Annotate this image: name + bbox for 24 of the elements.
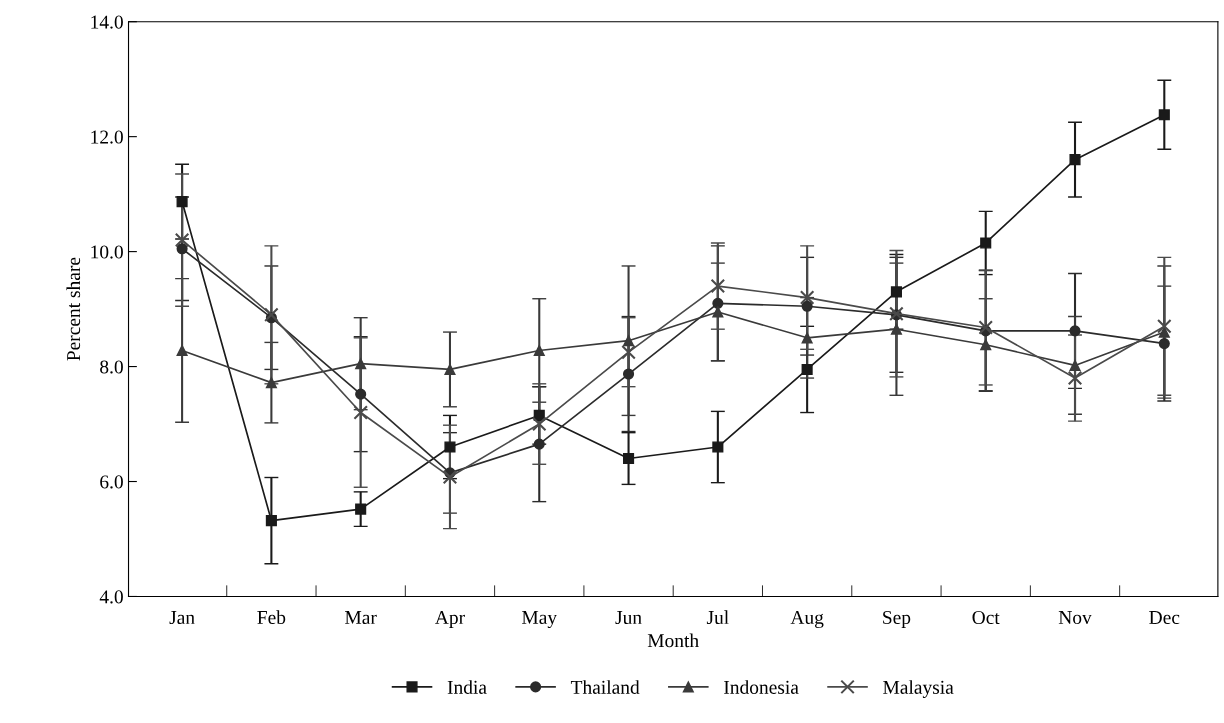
x-tick-label: Jul [706,610,729,625]
y-tick-label: 6.0 [100,475,123,489]
y-tick-label: 8.0 [100,360,123,374]
y-tick-label: 10.0 [91,245,123,259]
y-tick-label: 14.0 [91,15,123,29]
legend-label: Malaysia [883,680,954,698]
x-tick-label: Apr [435,611,465,628]
legend-label: Indonesia [724,680,799,694]
x-tick-label: Dec [1149,611,1180,625]
x-tick-label: May [522,611,558,628]
x-tick-label: Nov [1058,611,1092,625]
x-tick-label: Sep [883,610,911,628]
x-tick-label: Jan [169,611,195,625]
x-tick-label: Oct [972,610,1000,625]
y-tick-label: 12.0 [91,130,123,144]
x-tick-label: Feb [257,610,286,625]
y-tick-label: 4.0 [99,590,123,604]
x-tick-label: Mar [345,611,377,625]
legend-label: India [447,680,487,694]
x-axis-title: Month [647,633,699,648]
x-tick-label: Jun [615,611,642,625]
x-tick-label: Aug [790,610,824,628]
legend-label: Thailand [570,680,640,694]
y-axis-title: Percent share [66,257,81,361]
